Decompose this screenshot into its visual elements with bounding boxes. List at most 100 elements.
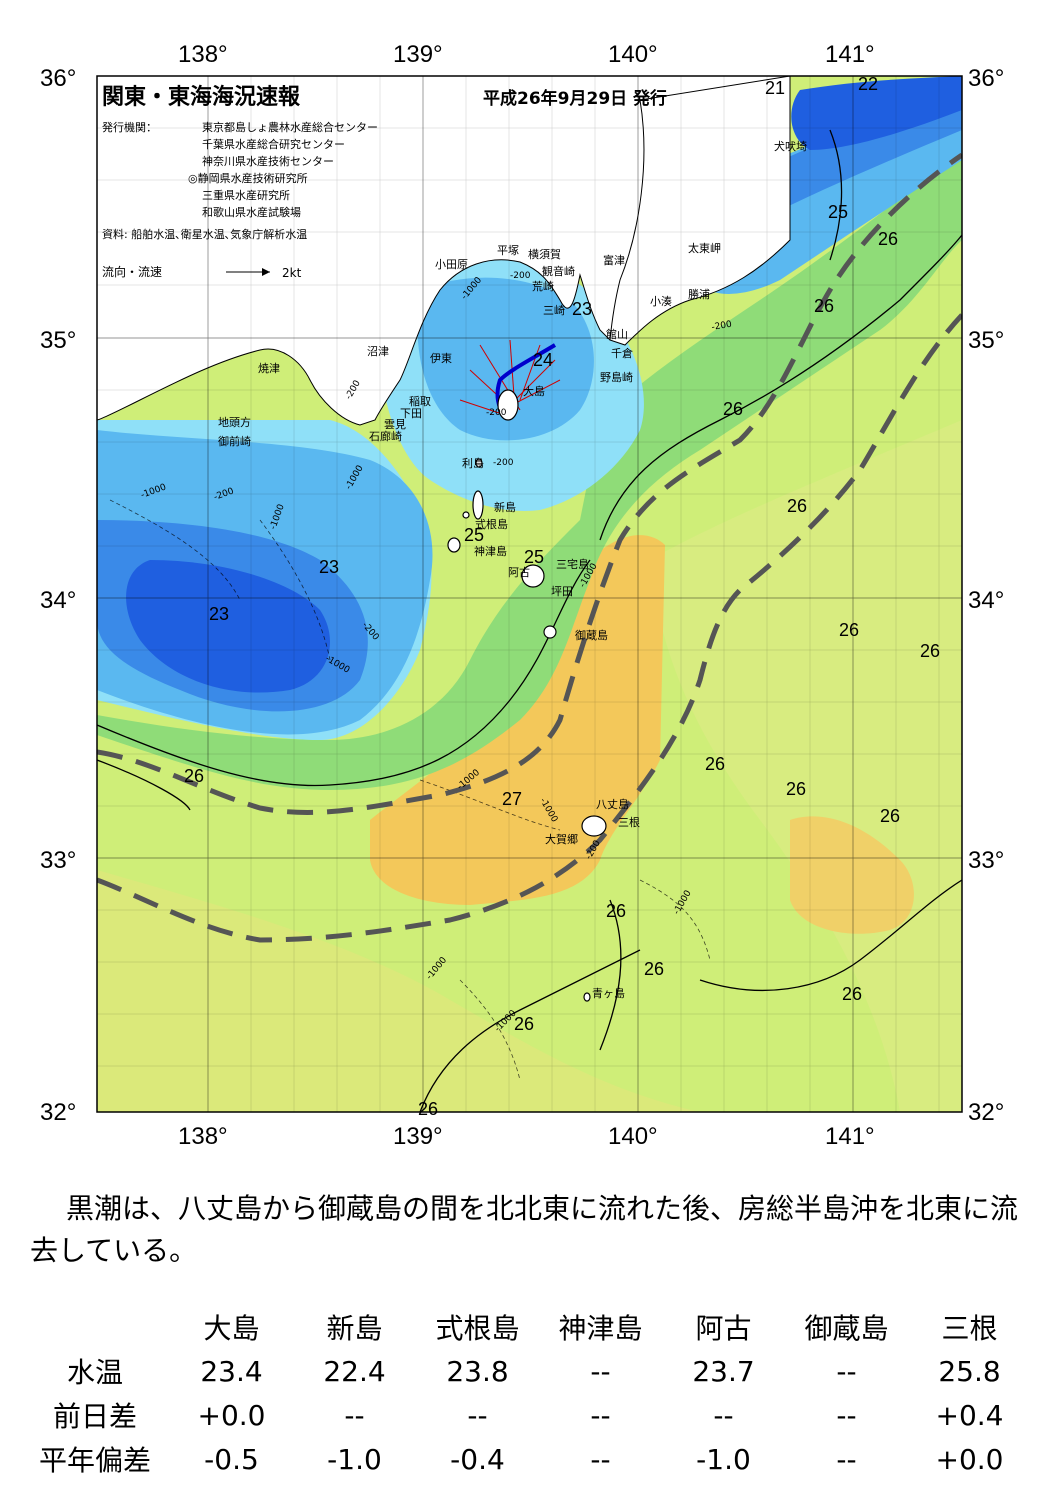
- temp-label: 26: [418, 1099, 438, 1119]
- temp-label: 25: [464, 525, 484, 545]
- lon-label-bottom: 140°: [608, 1123, 658, 1150]
- temp-label: 26: [644, 959, 664, 979]
- depth-label: -200: [493, 458, 514, 468]
- sea-temperature-map: 犬吠埼 太東岬 勝浦 小湊 富津 観音崎 横須賀 平塚 小田原 荒崎 三崎 館山…: [40, 41, 1004, 1150]
- islands: [447, 389, 607, 1002]
- table-cell: -1.0: [696, 1442, 751, 1476]
- green-band: [97, 150, 962, 790]
- place-label: 館山: [606, 327, 628, 341]
- table-cell: +0.0: [935, 1442, 1004, 1476]
- place-label: 青ヶ島: [592, 986, 625, 1000]
- place-label: 利島: [462, 456, 484, 470]
- table-cell: --: [590, 1442, 611, 1476]
- place-label: 小湊: [650, 294, 672, 308]
- column-header: 大島: [203, 1312, 260, 1345]
- column-header: 神津島: [558, 1312, 643, 1345]
- place-label: 式根島: [475, 517, 508, 531]
- temp-label: 26: [184, 766, 204, 786]
- table-cell: -0.4: [450, 1442, 505, 1476]
- place-label: 平塚: [497, 244, 519, 257]
- issuer: 千葉県水産総合研究センター: [202, 137, 345, 151]
- column-header: 阿古: [695, 1312, 752, 1345]
- place-label: 八丈島: [596, 797, 629, 811]
- map-title: 関東・東海海況速報: [102, 84, 301, 110]
- current-legend-scale: 2kt: [282, 266, 302, 280]
- place-label: 小田原: [435, 258, 468, 271]
- place-label: 三根: [618, 815, 640, 829]
- temp-label: 27: [502, 789, 522, 809]
- lat-label-left: 36°: [40, 65, 76, 92]
- table-cell: -1.0: [327, 1442, 382, 1476]
- lat-label-right: 33°: [968, 847, 1004, 874]
- place-label: 富津: [603, 253, 625, 267]
- depth-label: -200: [486, 408, 507, 418]
- table-cell: --: [467, 1398, 488, 1432]
- map-frame: [96, 75, 963, 1113]
- place-label: 沼津: [367, 344, 389, 358]
- temp-label: 26: [786, 779, 806, 799]
- issuer: 和歌山県水産試験場: [202, 205, 301, 219]
- lat-label-right: 34°: [968, 587, 1004, 614]
- lat-label-right: 32°: [968, 1099, 1004, 1126]
- place-labels: 犬吠埼 太東岬 勝浦 小湊 富津 観音崎 横須賀 平塚 小田原 荒崎 三崎 館山…: [218, 139, 807, 1000]
- place-label: 焼津: [258, 362, 280, 375]
- map-header: 関東・東海海況速報 平成26年9月29日 発行 発行機関： 東京都島しょ農林水産…: [102, 84, 667, 280]
- place-label: 野島崎: [600, 370, 633, 384]
- depth-label: -200: [510, 271, 531, 281]
- place-label: 大島: [523, 384, 545, 398]
- table-row: 水温 23.4 22.4 23.8 -- 23.7 -- 25.8: [20, 1349, 1031, 1393]
- table-cell: 22.4: [323, 1354, 386, 1388]
- place-label: 地頭方: [218, 415, 251, 429]
- lon-label-top: 139°: [393, 41, 443, 68]
- temp-label: 25: [524, 547, 544, 567]
- place-label: 雲見: [384, 418, 406, 431]
- temp-label: 24: [533, 350, 553, 370]
- issuer: 東京都島しょ農林水産総合センター: [202, 120, 378, 134]
- observation-table: 大島 新島 式根島 神津島 阿古 御蔵島 三根 水温 23.4 22.4 23.…: [20, 1305, 1031, 1481]
- temp-label: 22: [858, 74, 878, 94]
- lon-label-top: 138°: [178, 41, 228, 68]
- place-label: 三崎: [543, 303, 565, 317]
- table-row: 前日差 +0.0 -- -- -- -- -- +0.4: [20, 1393, 1031, 1437]
- column-header: 新島: [326, 1312, 383, 1345]
- lon-label-bottom: 139°: [393, 1123, 443, 1150]
- temp-label: 26: [705, 754, 725, 774]
- issuer: 神奈川県水産技術センター: [202, 154, 334, 168]
- temperature-labels: 21 22 25 26 26 23 24 26 26 23 23 25 25 2…: [184, 74, 940, 1119]
- table-cell: --: [713, 1398, 734, 1432]
- table-cell: 23.8: [446, 1354, 509, 1388]
- table-cell: 25.8: [938, 1354, 1001, 1388]
- temp-label: 26: [723, 399, 743, 419]
- temp-label: 26: [842, 984, 862, 1004]
- place-label: 下田: [400, 407, 422, 420]
- table-cell: --: [344, 1398, 365, 1432]
- temp-label: 25: [828, 202, 848, 222]
- table-cell: --: [836, 1442, 857, 1476]
- temp-label: 26: [606, 901, 626, 921]
- issuer-label: 発行機関：: [102, 120, 157, 134]
- table-cell: +0.0: [197, 1398, 266, 1432]
- column-header: 三根: [941, 1312, 998, 1345]
- table-row: 平年偏差 -0.5 -1.0 -0.4 -- -1.0 -- +0.0: [20, 1437, 1031, 1481]
- lon-label-bottom: 138°: [178, 1123, 228, 1150]
- place-label: 神津島: [474, 544, 507, 558]
- depth-contours: [109, 499, 711, 1081]
- isotherm-lines: [97, 129, 962, 1112]
- place-label: 伊東: [430, 352, 452, 365]
- place-label: 犬吠埼: [774, 139, 807, 153]
- lon-label-top: 140°: [608, 41, 658, 68]
- temp-label: 26: [514, 1014, 534, 1034]
- current-legend-label: 流向・流速: [102, 264, 162, 279]
- temp-label: 23: [572, 299, 592, 319]
- place-label: 阿古: [508, 566, 530, 579]
- place-label: 新島: [494, 500, 516, 514]
- lat-label-left: 34°: [40, 587, 76, 614]
- place-label: 観音崎: [542, 264, 575, 278]
- kuroshio-summary: 黒潮は、八丈島から御蔵島の間を北北東に流れた後、房総半島沖を北東に流去している。: [30, 1192, 1019, 1267]
- place-label: 大賀郷: [545, 832, 578, 846]
- temp-label: 26: [880, 806, 900, 826]
- place-label: 坪田: [551, 585, 573, 598]
- table-header-row: 大島 新島 式根島 神津島 阿古 御蔵島 三根: [20, 1305, 1031, 1349]
- place-label: 御前崎: [218, 434, 251, 448]
- kuroshio-axis-lines: [97, 152, 962, 943]
